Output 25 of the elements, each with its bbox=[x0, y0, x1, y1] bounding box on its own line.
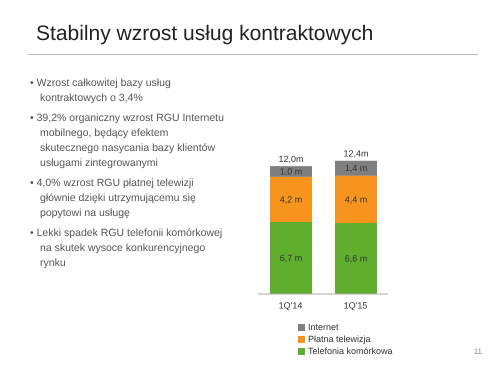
chart-title: Stabilny wzrost usług kontraktowych bbox=[36, 22, 374, 46]
text: • 39,2% organiczny wzrost RGU Internetu mobilnego, będący efektem skutecznego nasycania bazy klientów usługami zintegrowanymi bbox=[30, 112, 224, 169]
bar bbox=[270, 176, 312, 222]
bar bbox=[335, 160, 377, 176]
x-tick-label: 1Q'15 bbox=[344, 300, 368, 310]
total-label: 12,0m bbox=[278, 154, 304, 164]
data-label: 6,6 m bbox=[344, 254, 368, 264]
text: • Wzrost całkowitej bazy usług kontraktowych o 3,4% bbox=[30, 77, 171, 104]
text: 11 bbox=[474, 347, 482, 356]
text: • 4,0% wzrost RGU płatnej telewizji głównie dzięki utrzymującemu się popytowi na usługę bbox=[30, 177, 196, 219]
legend-label: Płatna telewizja bbox=[307, 334, 372, 344]
total-label: 12,4m bbox=[343, 148, 369, 159]
data-label: 4,4 m bbox=[344, 194, 368, 204]
bar bbox=[335, 176, 377, 224]
data-label: 1,0 m bbox=[280, 166, 302, 176]
data-label: 1,4 m bbox=[344, 163, 368, 174]
x-tick-label: 1Q'14 bbox=[278, 300, 302, 310]
bar bbox=[270, 222, 312, 294]
legend-label: Internet bbox=[307, 322, 340, 332]
legend-label: Telefonia komórkowa bbox=[307, 346, 393, 356]
bar bbox=[335, 223, 377, 294]
data-label: 4,2 m bbox=[280, 194, 302, 204]
text: • Lekki spadek RGU telefonii komórkowej na skutek wysoce konkurencyjnego rynku bbox=[30, 227, 222, 269]
bar bbox=[270, 166, 312, 177]
data-label: 6,7 m bbox=[280, 252, 302, 263]
